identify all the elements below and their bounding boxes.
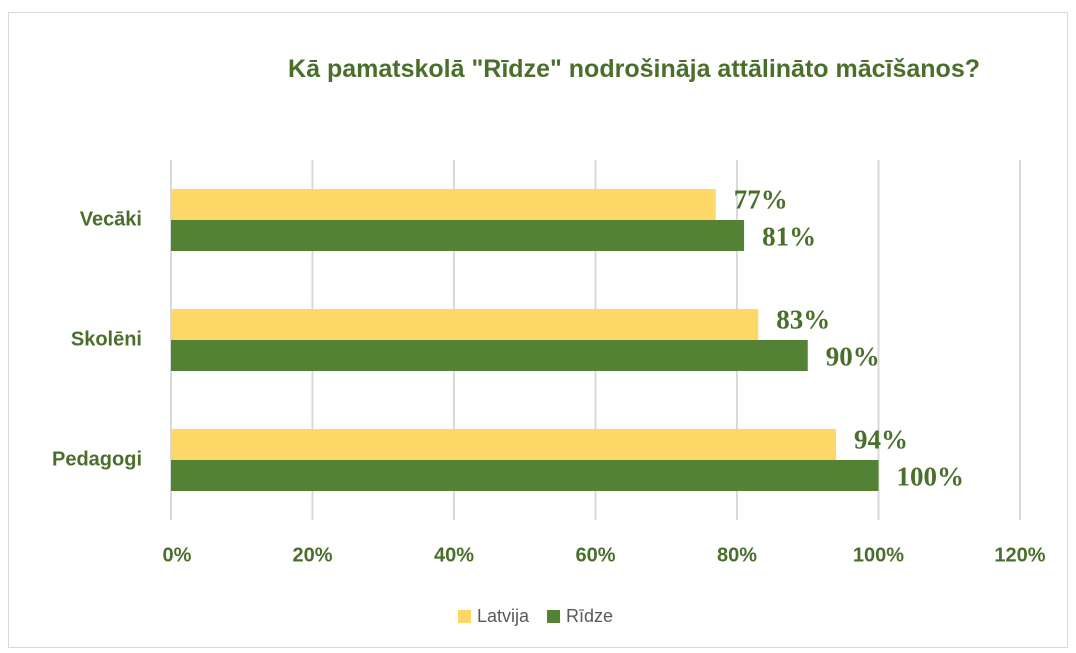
bar <box>171 429 837 460</box>
data-label: 100% <box>897 462 965 492</box>
x-tick-label: 0% <box>163 544 192 566</box>
legend-swatch <box>547 610 561 623</box>
x-tick-label: 20% <box>292 544 332 566</box>
x-tick-label: 100% <box>853 544 904 566</box>
data-label: 90% <box>826 342 880 372</box>
data-label: 77% <box>734 185 788 215</box>
y-tick-label: Skolēni <box>71 328 142 350</box>
x-tick-label: 120% <box>994 544 1045 566</box>
bar <box>171 460 879 491</box>
data-label: 83% <box>776 305 830 335</box>
chart-title: Kā pamatskolā "Rīdze" nodrošināja attāli… <box>288 55 980 83</box>
bar <box>171 340 808 371</box>
y-tick-label: Vecāki <box>80 208 142 230</box>
x-tick-label: 80% <box>717 544 757 566</box>
bar <box>171 189 716 220</box>
chart-border <box>8 12 1068 648</box>
legend-swatch <box>458 610 471 623</box>
y-tick-label: Pedagogi <box>52 448 142 470</box>
x-tick-label: 60% <box>575 544 615 566</box>
data-label: 81% <box>762 222 816 252</box>
x-tick-label: 40% <box>434 544 474 566</box>
data-label: 94% <box>854 425 908 455</box>
legend-label: Latvija <box>477 606 530 626</box>
bar <box>171 220 745 251</box>
bar <box>171 309 759 340</box>
legend-label: Rīdze <box>566 606 613 626</box>
